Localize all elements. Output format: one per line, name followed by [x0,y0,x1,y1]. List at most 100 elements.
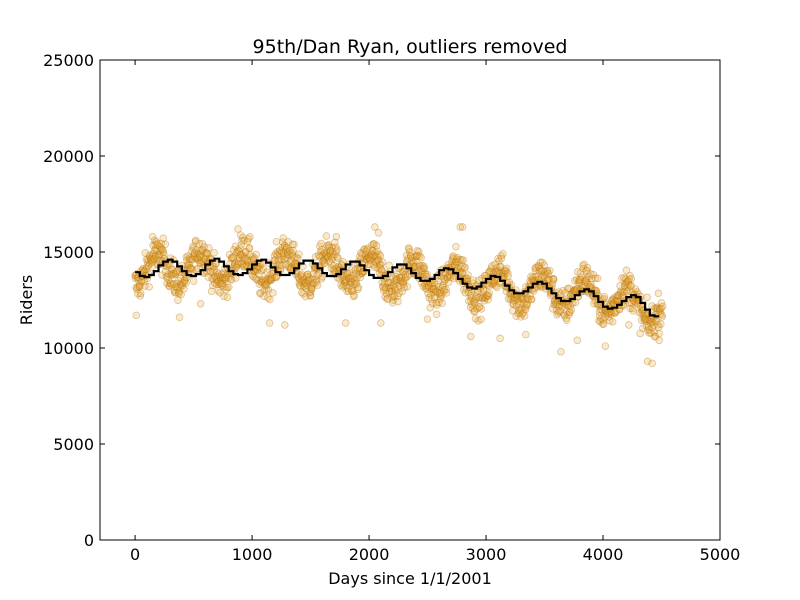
data-point [650,321,658,329]
data-point [621,275,630,283]
data-point [333,253,341,261]
data-point [653,304,662,313]
data-point [294,254,302,263]
data-point [432,310,441,319]
data-point [393,275,401,283]
data-point [277,247,285,256]
data-point [571,276,579,285]
data-point [192,236,200,245]
data-point [618,288,626,297]
data-point [217,276,226,285]
data-point [216,288,224,297]
data-point [167,270,175,278]
data-point [603,310,611,318]
data-point [534,262,543,270]
plot-area [100,60,720,540]
data-point [600,293,609,301]
data-point [183,261,192,269]
data-point [157,244,165,252]
data-point [379,286,388,295]
data-point [372,259,380,267]
data-point [420,262,428,270]
data-point [262,280,270,288]
data-point [347,285,356,294]
data-point [298,288,306,297]
data-point [232,262,241,271]
data-point [392,272,400,281]
data-point [147,258,156,267]
data-point [326,247,334,255]
data-point [323,252,332,261]
data-point [267,276,276,284]
data-point [406,248,414,256]
data-point [160,250,168,259]
data-point [540,261,549,270]
data-point [626,304,635,313]
data-point [229,246,238,254]
data-point [412,252,421,261]
data-point [599,316,608,324]
data-point [221,274,230,282]
data-point [555,307,564,316]
data-point [491,260,499,269]
data-point [435,290,444,298]
data-point [650,332,659,341]
data-point [469,304,477,313]
data-point [341,275,350,283]
data-point [279,252,288,260]
data-point [437,288,445,297]
data-point [265,274,273,283]
data-point [280,241,289,250]
data-point [326,249,334,257]
data-point [325,241,333,249]
data-point [352,279,361,287]
data-point [517,313,525,321]
data-point [370,252,379,260]
data-point [376,264,384,272]
data-point [372,257,380,266]
data-point [475,303,484,311]
data-point [300,282,308,290]
data-point [177,290,185,299]
data-point [319,257,327,266]
data-point [260,286,268,295]
data-point [258,267,266,275]
data-point [633,288,641,296]
data-point [623,278,631,287]
data-point [366,255,375,263]
data-point [519,294,527,303]
data-point [167,271,176,280]
y-tick-label: 5000 [53,435,94,454]
data-point [361,251,370,259]
data-point [316,247,325,256]
data-point [273,248,282,256]
data-point [474,316,483,325]
data-point [298,277,307,285]
data-point [651,333,660,341]
data-point [391,283,399,292]
data-point [467,289,476,298]
data-point [569,287,578,295]
data-point [193,255,201,263]
data-point [188,265,197,274]
data-point [209,262,218,271]
data-point [278,261,286,270]
data-point [407,256,416,265]
data-point [132,283,140,292]
data-point [449,255,457,263]
data-point [548,305,557,313]
data-point [163,272,172,281]
data-point [138,277,146,285]
x-tick-label: 4000 [583,545,624,564]
data-point [350,280,359,288]
data-point [616,282,624,290]
data-point [627,274,636,283]
data-point [563,285,572,293]
data-point [329,253,337,261]
data-point [194,250,203,259]
data-point [190,252,198,260]
data-point [152,253,161,262]
data-point [281,254,290,262]
data-point [595,312,604,320]
data-point [343,287,351,296]
